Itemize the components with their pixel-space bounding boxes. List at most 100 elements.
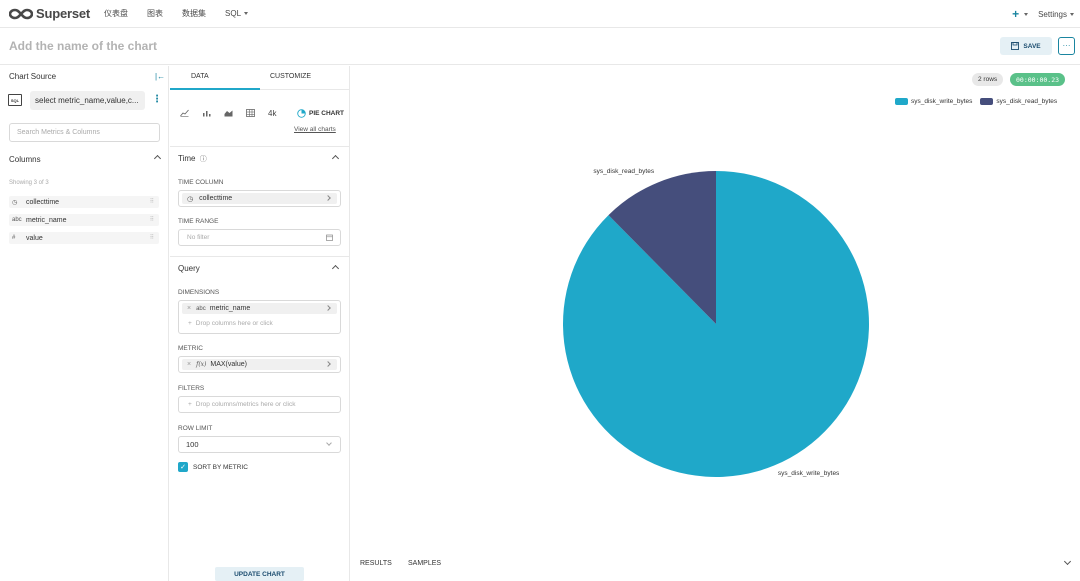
filters-label: FILTERS — [178, 385, 205, 392]
table-icon[interactable] — [246, 109, 255, 117]
main-menu: 仪表盘 图表 数据集 SQL — [104, 8, 267, 19]
query-section-header[interactable]: Query — [178, 264, 342, 273]
time-column-value: collecttime — [199, 195, 233, 202]
time-range-select[interactable]: No filter — [178, 229, 341, 246]
datasource-title: Chart Source — [9, 72, 57, 81]
menu-datasets[interactable]: 数据集 — [182, 9, 207, 18]
sort-by-metric-checkbox[interactable]: ✓ — [178, 462, 188, 472]
pie-chart: sys_disk_write_bytes sys_disk_read_bytes — [563, 168, 869, 477]
superset-logo-icon — [9, 8, 33, 19]
plus-icon: + — [188, 320, 192, 327]
time-column-pill[interactable]: ◷ collecttime — [182, 193, 337, 204]
row-count-badge: 2 rows — [972, 73, 1004, 86]
brand-name: Superset — [36, 6, 91, 21]
chart-name-input[interactable]: Add the name of the chart — [9, 39, 158, 53]
metric-pill[interactable]: × f(x) MAX(value) — [182, 359, 337, 370]
time-range-value: No filter — [187, 234, 210, 241]
remove-icon[interactable]: × — [187, 305, 192, 312]
filters-drop-zone[interactable]: + Drop columns/metrics here or click — [178, 396, 341, 413]
chevron-right-icon — [325, 305, 331, 311]
line-chart-icon[interactable] — [180, 109, 189, 117]
string-type-icon: abc — [196, 305, 206, 312]
menu-charts[interactable]: 图表 — [147, 9, 164, 18]
query-timer-badge: 00:00:00.23 — [1010, 73, 1066, 86]
tab-data[interactable]: DATA — [191, 73, 209, 80]
pie-slice-sys-disk-read-bytes[interactable] — [608, 171, 716, 324]
collapse-panel-icon[interactable]: |← — [155, 72, 166, 81]
chart-legend: sys_disk_write_bytes sys_disk_read_bytes — [895, 98, 1065, 105]
pie-label: sys_disk_write_bytes — [778, 470, 840, 477]
dimensions-label: DIMENSIONS — [178, 289, 220, 296]
active-tab-indicator — [170, 88, 260, 90]
kebab-menu-icon[interactable]: ⋮ — [152, 94, 162, 105]
column-name: metric_name — [26, 216, 67, 224]
info-icon: ⓘ — [199, 156, 207, 163]
view-all-charts-link[interactable]: View all charts — [294, 126, 336, 133]
chevron-right-icon — [325, 195, 331, 201]
divider — [170, 146, 350, 147]
dimension-drop-zone[interactable]: + Drop columns here or click — [188, 320, 273, 327]
caret-down-icon — [1070, 12, 1074, 16]
nav-right: + Settings — [1012, 0, 1074, 28]
caret-down-icon — [1024, 12, 1029, 16]
dimension-pill[interactable]: × abc metric_name — [182, 303, 337, 314]
chevron-up-icon — [331, 264, 340, 273]
function-icon: f(x) — [196, 361, 207, 368]
columns-section-header[interactable]: Columns — [9, 154, 162, 164]
column-item-value[interactable]: # value ⠿ — [9, 232, 159, 244]
legend-item[interactable]: sys_disk_read_bytes — [980, 98, 1057, 105]
tab-customize[interactable]: CUSTOMIZE — [270, 73, 312, 80]
pie-chart-button[interactable]: PIE CHART — [297, 106, 344, 120]
chevron-down-icon — [326, 440, 332, 446]
columns-title: Columns — [9, 155, 41, 164]
sort-by-metric-label: SORT BY METRIC — [193, 464, 248, 471]
remove-icon[interactable]: × — [187, 361, 192, 368]
filters-drop-text: Drop columns/metrics here or click — [195, 401, 296, 408]
save-icon — [1011, 42, 1020, 50]
control-panel: DATA CUSTOMIZE 4k PIE CHART View all cha… — [170, 66, 350, 581]
menu-sql-label: SQL — [225, 9, 242, 18]
drag-handle-icon[interactable]: ⠿ — [149, 199, 155, 205]
settings-menu[interactable]: Settings — [1038, 10, 1074, 19]
time-column-select[interactable]: ◷ collecttime — [178, 190, 341, 207]
logo[interactable]: Superset — [9, 6, 90, 21]
menu-dashboards[interactable]: 仪表盘 — [104, 9, 129, 18]
column-item-metric-name[interactable]: abc metric_name ⠿ — [9, 214, 159, 226]
search-columns-input[interactable]: Search Metrics & Columns — [9, 123, 160, 142]
pie-label: sys_disk_read_bytes — [593, 168, 654, 175]
column-item-collecttime[interactable]: ◷ collecttime ⠿ — [9, 196, 159, 208]
tab-samples[interactable]: SAMPLES — [408, 560, 442, 567]
update-chart-button[interactable]: UPDATE CHART — [215, 567, 304, 581]
chevron-up-icon — [331, 154, 340, 163]
save-button[interactable]: SAVE — [1000, 37, 1052, 55]
divider — [170, 256, 350, 257]
area-chart-icon[interactable] — [224, 109, 233, 117]
menu-sql[interactable]: SQL — [225, 8, 249, 19]
caret-down-icon — [244, 12, 249, 15]
plus-icon[interactable]: + — [1012, 7, 1020, 21]
chart-area: 2 rows 00:00:00.23 sys_disk_write_bytes … — [351, 66, 1080, 581]
row-limit-select[interactable]: 100 — [178, 436, 341, 453]
chevron-up-icon — [153, 154, 162, 163]
clock-icon: ◷ — [12, 199, 18, 206]
settings-label: Settings — [1038, 9, 1067, 19]
legend-label: sys_disk_read_bytes — [996, 98, 1058, 105]
big-number-icon[interactable]: 4k — [268, 108, 277, 118]
metric-value: MAX(value) — [210, 361, 247, 368]
more-options-button[interactable]: ··· — [1058, 37, 1075, 55]
datasource-row: SQL select metric_name,value,c... ⋮ — [8, 90, 162, 110]
drag-handle-icon[interactable]: ⠿ — [149, 235, 155, 241]
legend-item[interactable]: sys_disk_write_bytes — [895, 98, 972, 105]
calendar-icon — [326, 234, 333, 241]
columns-count: Showing 3 of 3 — [9, 180, 49, 186]
dimension-value: metric_name — [209, 305, 251, 312]
clock-icon: ◷ — [187, 195, 194, 203]
drag-handle-icon[interactable]: ⠿ — [149, 217, 155, 223]
metric-control: × f(x) MAX(value) — [178, 356, 341, 373]
chevron-down-icon[interactable] — [1063, 557, 1072, 566]
time-section-header[interactable]: Time ⓘ — [178, 154, 342, 164]
bar-chart-icon[interactable] — [202, 109, 211, 117]
tab-results[interactable]: RESULTS — [360, 560, 392, 567]
datasource-name[interactable]: select metric_name,value,c... — [30, 90, 145, 110]
results-tabs: RESULTS SAMPLES — [351, 553, 1080, 581]
